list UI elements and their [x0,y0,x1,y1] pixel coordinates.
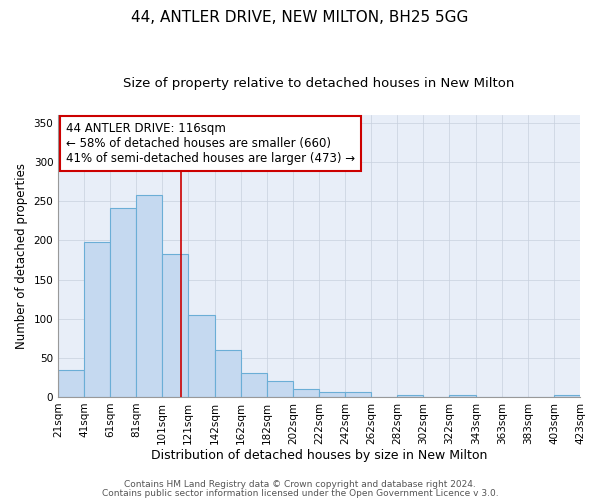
Bar [162,254,188,397]
Y-axis label: Number of detached properties: Number of detached properties [15,163,28,349]
Bar [319,392,345,397]
Bar [241,374,267,397]
Text: 44, ANTLER DRIVE, NEW MILTON, BH25 5GG: 44, ANTLER DRIVE, NEW MILTON, BH25 5GG [131,10,469,25]
Bar [293,389,319,397]
Bar [136,195,162,397]
Title: Size of property relative to detached houses in New Milton: Size of property relative to detached ho… [124,78,515,90]
Text: 44 ANTLER DRIVE: 116sqm
← 58% of detached houses are smaller (660)
41% of semi-d: 44 ANTLER DRIVE: 116sqm ← 58% of detache… [66,122,355,166]
Bar [188,315,215,397]
Bar [267,382,293,397]
Bar [554,396,580,397]
Bar [110,208,136,397]
Bar [58,370,84,397]
Bar [345,392,371,397]
Bar [215,350,241,397]
Bar [449,394,476,397]
Bar [84,242,110,397]
Text: Contains public sector information licensed under the Open Government Licence v : Contains public sector information licen… [101,488,499,498]
Bar [397,394,423,397]
X-axis label: Distribution of detached houses by size in New Milton: Distribution of detached houses by size … [151,450,487,462]
Text: Contains HM Land Registry data © Crown copyright and database right 2024.: Contains HM Land Registry data © Crown c… [124,480,476,489]
